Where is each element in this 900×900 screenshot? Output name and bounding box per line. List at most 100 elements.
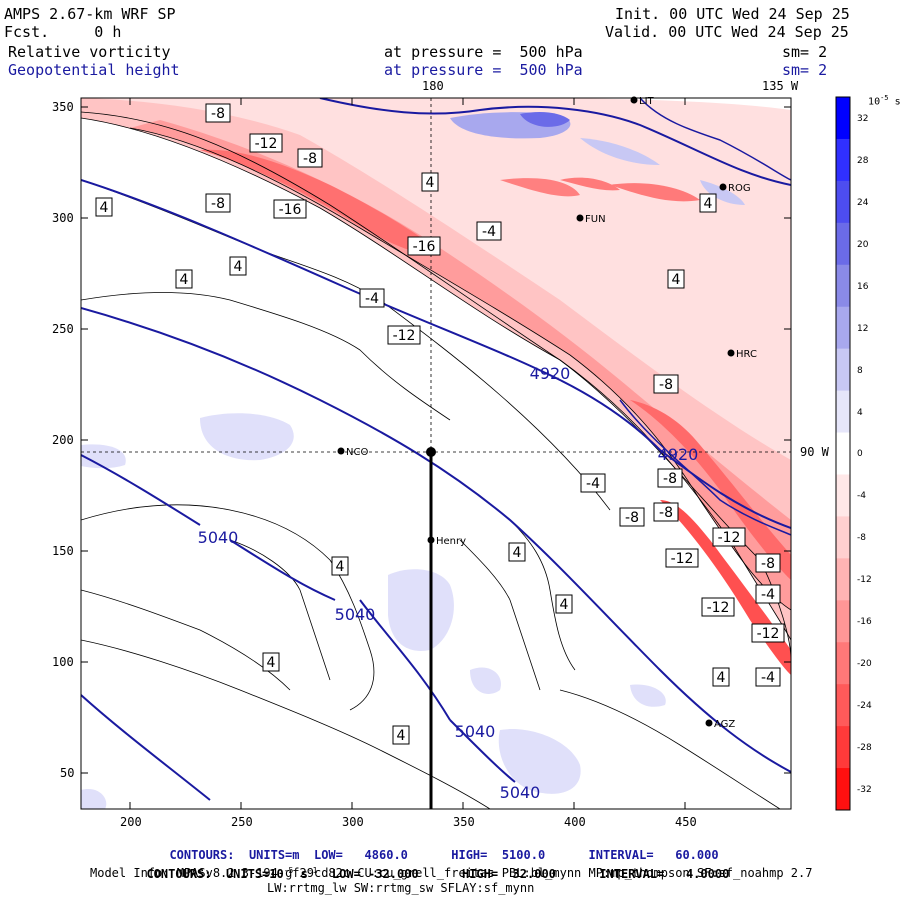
colorbar-units-suffix: s bbox=[894, 96, 900, 108]
station-label: NCO bbox=[346, 447, 368, 458]
station-dot bbox=[630, 96, 638, 104]
vort-label-box bbox=[667, 269, 685, 289]
vort-label: -12 bbox=[707, 600, 730, 616]
height-contour-5040 bbox=[449, 719, 516, 783]
vort-pos-area bbox=[81, 789, 107, 809]
vort-label-box bbox=[580, 473, 606, 493]
vort-pos-area bbox=[81, 444, 126, 469]
height-contour-5040 bbox=[81, 454, 201, 526]
vort-label-box bbox=[273, 199, 307, 219]
vort-label-box bbox=[657, 468, 683, 488]
vort-pos-area bbox=[630, 684, 666, 707]
footer-vort-label: CONTOURS: bbox=[146, 867, 212, 881]
vort-label: -12 bbox=[718, 530, 741, 546]
footer-vort-units-s-exp: -1 bbox=[307, 866, 318, 875]
colorbar-label: -32 bbox=[857, 785, 872, 795]
vort-label-box bbox=[407, 236, 441, 256]
vort-label: 4 bbox=[704, 196, 713, 212]
vort-label: -8 bbox=[761, 556, 775, 572]
colorbar-swatch bbox=[836, 138, 850, 182]
footer-vort-high: HIGH= 32.000 bbox=[461, 867, 556, 881]
colorbar bbox=[835, 96, 851, 811]
vort-label: 4 bbox=[234, 259, 243, 275]
y-tick-label: 350 bbox=[52, 100, 74, 114]
colorbar-label: 28 bbox=[857, 155, 869, 166]
station-label: AGZ bbox=[714, 719, 735, 730]
vort-label-box bbox=[755, 667, 781, 687]
y-tick-label: 100 bbox=[52, 655, 74, 669]
vort-label-box bbox=[619, 507, 645, 527]
station-markers: LIT ROG FUN HRC NCO Henry AGZ bbox=[337, 96, 757, 730]
vort-label-box bbox=[297, 148, 323, 168]
vort-label-box bbox=[712, 527, 746, 547]
vort-label-box bbox=[476, 221, 502, 241]
x-tick-label: 200 bbox=[120, 815, 142, 829]
colorbar-label: -8 bbox=[857, 533, 866, 544]
footer-vort-units: UNITS=10 bbox=[225, 867, 284, 881]
vort-label-box bbox=[229, 256, 247, 276]
colorbar-swatch bbox=[836, 726, 850, 769]
vort-label: -12 bbox=[393, 328, 416, 344]
vort-label: -4 bbox=[761, 670, 775, 686]
vort-label-box bbox=[387, 325, 421, 345]
colorbar-swatch bbox=[836, 684, 850, 727]
colorbar-units: 10-5 s-1 bbox=[856, 82, 900, 107]
vort-neg-band-3 bbox=[200, 149, 440, 254]
vort-label-box bbox=[701, 597, 735, 617]
vort-label-box bbox=[755, 553, 781, 573]
vort-label: -8 bbox=[303, 151, 317, 167]
colorbar-swatch bbox=[836, 180, 850, 224]
colorbar-label: 4 bbox=[857, 407, 863, 418]
colorbar-label: 16 bbox=[857, 281, 869, 292]
x-tick-label: 450 bbox=[675, 815, 697, 829]
field1-name: Relative vorticity bbox=[8, 43, 171, 61]
vort-label-box bbox=[249, 133, 283, 153]
station-dot bbox=[705, 719, 713, 727]
colorbar-label: 32 bbox=[857, 113, 869, 124]
vort-label: -4 bbox=[586, 476, 600, 492]
footer-vort-interval: INTERVAL= 4.0000 bbox=[599, 867, 730, 881]
station-dot bbox=[427, 536, 435, 544]
station-label: LIT bbox=[639, 96, 655, 107]
footer-height-interval: INTERVAL= 60.000 bbox=[588, 848, 719, 862]
x-tick-label: 350 bbox=[453, 815, 475, 829]
vort-label: -8 bbox=[211, 196, 225, 212]
station-label: FUN bbox=[585, 214, 606, 225]
colorbar-label: -4 bbox=[857, 491, 866, 502]
lon-label-135w: 135 W bbox=[762, 79, 799, 93]
colorbar-swatch bbox=[836, 390, 850, 434]
vort-pos-blob bbox=[700, 180, 745, 205]
colorbar-units-exp: -5 bbox=[880, 94, 889, 102]
init-time: Init. 00 UTC Wed 24 Sep 25 bbox=[615, 5, 850, 23]
valid-time: Valid. 00 UTC Wed 24 Sep 25 bbox=[605, 23, 849, 41]
height-contour-4980 bbox=[81, 307, 791, 773]
vort-label: 4 bbox=[426, 175, 435, 191]
colorbar-label: -28 bbox=[857, 743, 872, 754]
colorbar-units-base: 10 bbox=[868, 96, 881, 108]
colorbar-label: 24 bbox=[857, 197, 869, 208]
vort-pos-area bbox=[200, 413, 294, 461]
station-label: ROG bbox=[728, 183, 751, 194]
model-title: AMPS 2.67-km WRF SP bbox=[4, 5, 176, 23]
vort-label: 4 bbox=[717, 670, 726, 686]
station-dot bbox=[727, 349, 735, 357]
vort-label-box bbox=[665, 548, 699, 568]
vort-label-box bbox=[699, 193, 717, 213]
vort-pos-area bbox=[470, 667, 501, 694]
footer-height-high: HIGH= 5100.0 bbox=[451, 848, 546, 862]
vort-pos-blob bbox=[580, 138, 660, 165]
footer-height-units: UNITS=m bbox=[248, 848, 300, 862]
height-contour-5040 bbox=[229, 539, 336, 601]
vort-label: -4 bbox=[482, 224, 496, 240]
vort-label: -4 bbox=[761, 587, 775, 603]
vort-pos-area bbox=[498, 729, 581, 794]
vort-label: 4 bbox=[560, 597, 569, 613]
height-label: 5040 bbox=[455, 722, 496, 741]
y-tick-label: 200 bbox=[52, 433, 74, 447]
vort-label: -8 bbox=[211, 106, 225, 122]
vort-label-box bbox=[331, 556, 349, 576]
vort-label-box bbox=[555, 594, 573, 614]
vort-neg-band-outer bbox=[81, 98, 791, 660]
height-label: 4920 bbox=[658, 445, 699, 464]
vort-label-box bbox=[359, 288, 385, 308]
